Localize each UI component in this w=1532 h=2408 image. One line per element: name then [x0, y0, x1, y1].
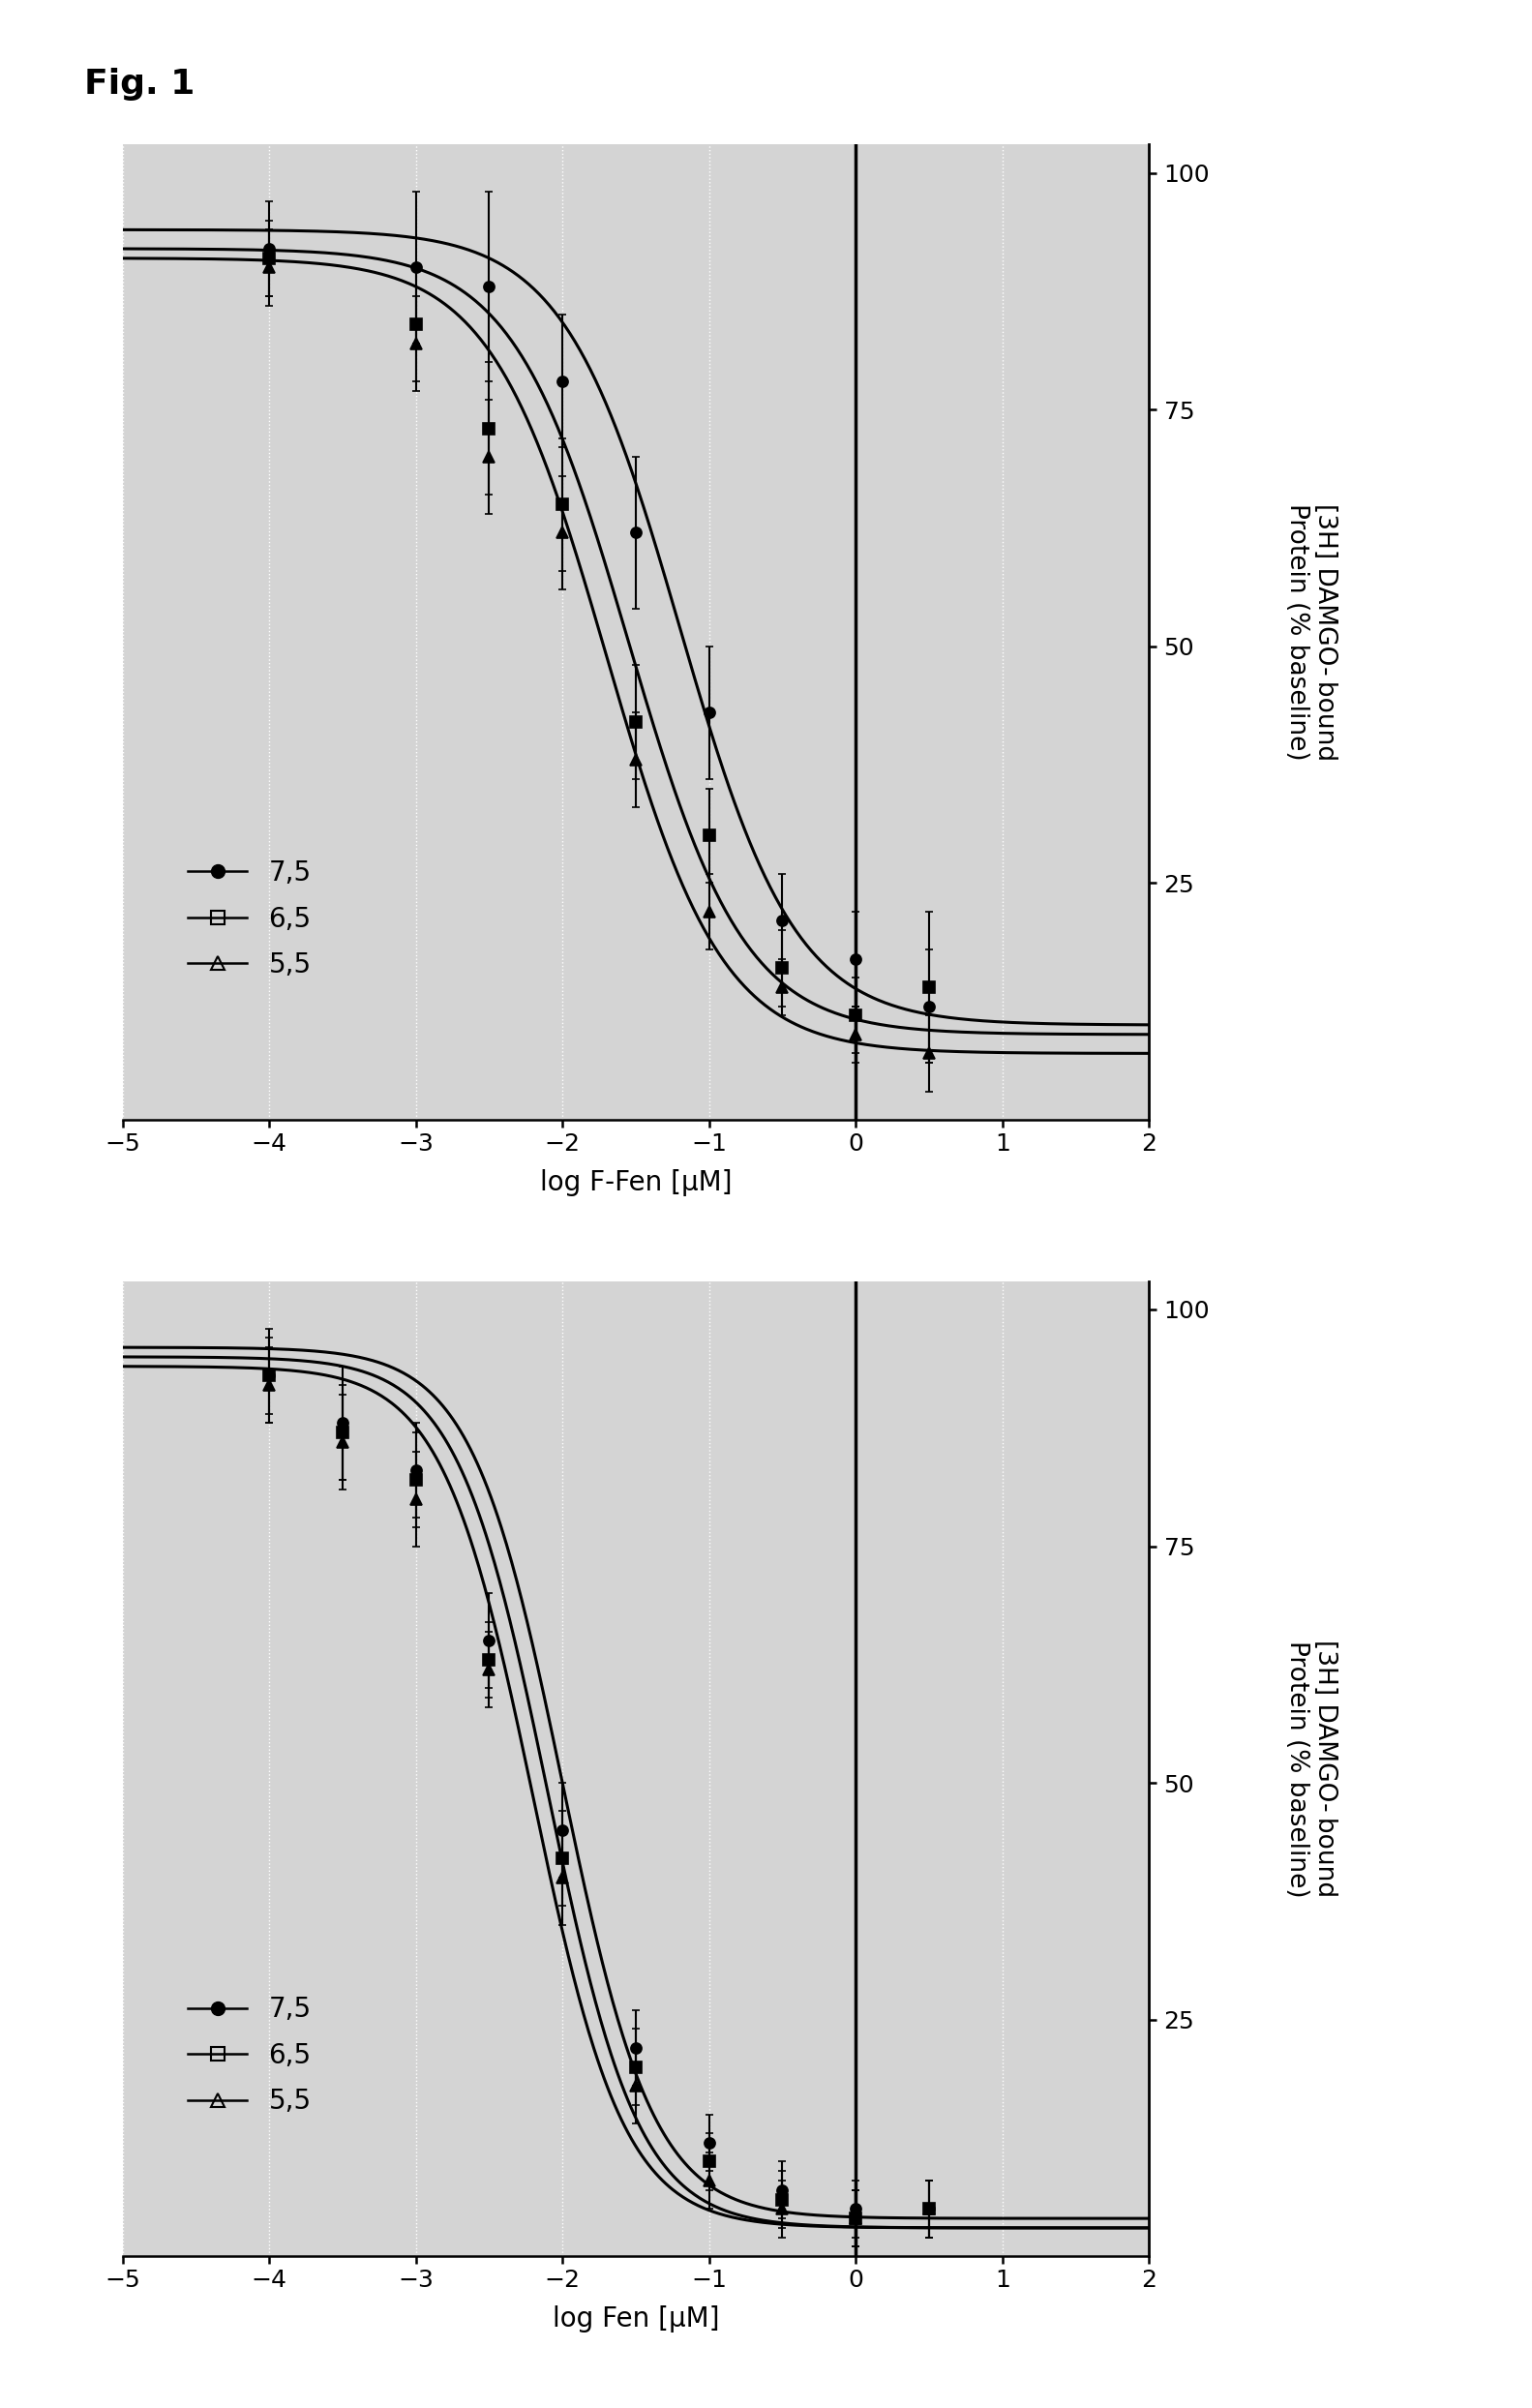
X-axis label: log F-Fen [μM]: log F-Fen [μM]	[539, 1170, 732, 1197]
X-axis label: log Fen [μM]: log Fen [μM]	[553, 2307, 719, 2333]
Legend: 7,5, 6,5, 5,5: 7,5, 6,5, 5,5	[178, 1984, 322, 2126]
Y-axis label: [3H] DAMGO- bound
Protein (% baseline): [3H] DAMGO- bound Protein (% baseline)	[1284, 503, 1337, 761]
Text: Fig. 1: Fig. 1	[84, 67, 195, 101]
Y-axis label: [3H] DAMGO- bound
Protein (% baseline): [3H] DAMGO- bound Protein (% baseline)	[1284, 1640, 1337, 1898]
Legend: 7,5, 6,5, 5,5: 7,5, 6,5, 5,5	[178, 848, 322, 990]
